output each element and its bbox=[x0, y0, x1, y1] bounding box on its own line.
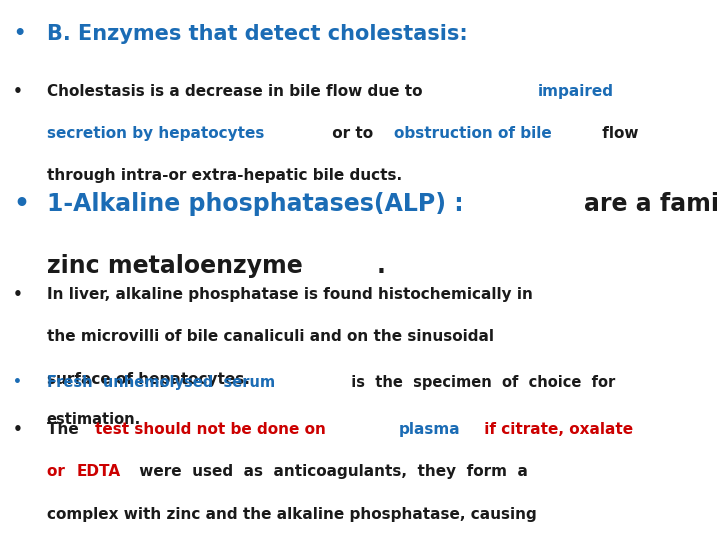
Text: •: • bbox=[13, 24, 25, 43]
Text: EDTA: EDTA bbox=[76, 464, 121, 480]
Text: •: • bbox=[13, 287, 23, 302]
Text: surface of hepatocytes.: surface of hepatocytes. bbox=[47, 372, 250, 387]
Text: •: • bbox=[13, 84, 23, 99]
Text: flow: flow bbox=[597, 126, 639, 141]
Text: Fresh  unhemolysed  serum: Fresh unhemolysed serum bbox=[47, 375, 275, 390]
Text: Cholestasis is a decrease in bile flow due to: Cholestasis is a decrease in bile flow d… bbox=[47, 84, 428, 99]
Text: .: . bbox=[377, 254, 386, 278]
Text: through intra-or extra-hepatic bile ducts.: through intra-or extra-hepatic bile duct… bbox=[47, 168, 402, 183]
Text: obstruction of bile: obstruction of bile bbox=[394, 126, 552, 141]
Text: or to: or to bbox=[328, 126, 379, 141]
Text: •: • bbox=[13, 192, 29, 215]
Text: if citrate, oxalate: if citrate, oxalate bbox=[479, 422, 633, 437]
Text: were  used  as  anticoagulants,  they  form  a: were used as anticoagulants, they form a bbox=[134, 464, 528, 480]
Text: plasma: plasma bbox=[399, 422, 461, 437]
Text: the microvilli of bile canaliculi and on the sinusoidal: the microvilli of bile canaliculi and on… bbox=[47, 329, 494, 345]
Text: is  the  specimen  of  choice  for: is the specimen of choice for bbox=[341, 375, 616, 390]
Text: zinc metaloenzyme: zinc metaloenzyme bbox=[47, 254, 302, 278]
Text: In liver, alkaline phosphatase is found histochemically in: In liver, alkaline phosphatase is found … bbox=[47, 287, 533, 302]
Text: The: The bbox=[47, 422, 84, 437]
Text: B. Enzymes that detect cholestasis:: B. Enzymes that detect cholestasis: bbox=[47, 24, 467, 44]
Text: •: • bbox=[13, 422, 23, 437]
Text: complex with zinc and the alkaline phosphatase, causing: complex with zinc and the alkaline phosp… bbox=[47, 507, 536, 522]
Text: 1-Alkaline phosphatases(ALP) :: 1-Alkaline phosphatases(ALP) : bbox=[47, 192, 464, 215]
Text: or: or bbox=[47, 464, 70, 480]
Text: test should not be done on: test should not be done on bbox=[94, 422, 330, 437]
Text: secretion by hepatocytes: secretion by hepatocytes bbox=[47, 126, 264, 141]
Text: estimation.: estimation. bbox=[47, 412, 141, 427]
Text: are a family of: are a family of bbox=[585, 192, 720, 215]
Text: impaired: impaired bbox=[538, 84, 614, 99]
Text: •: • bbox=[13, 375, 22, 389]
